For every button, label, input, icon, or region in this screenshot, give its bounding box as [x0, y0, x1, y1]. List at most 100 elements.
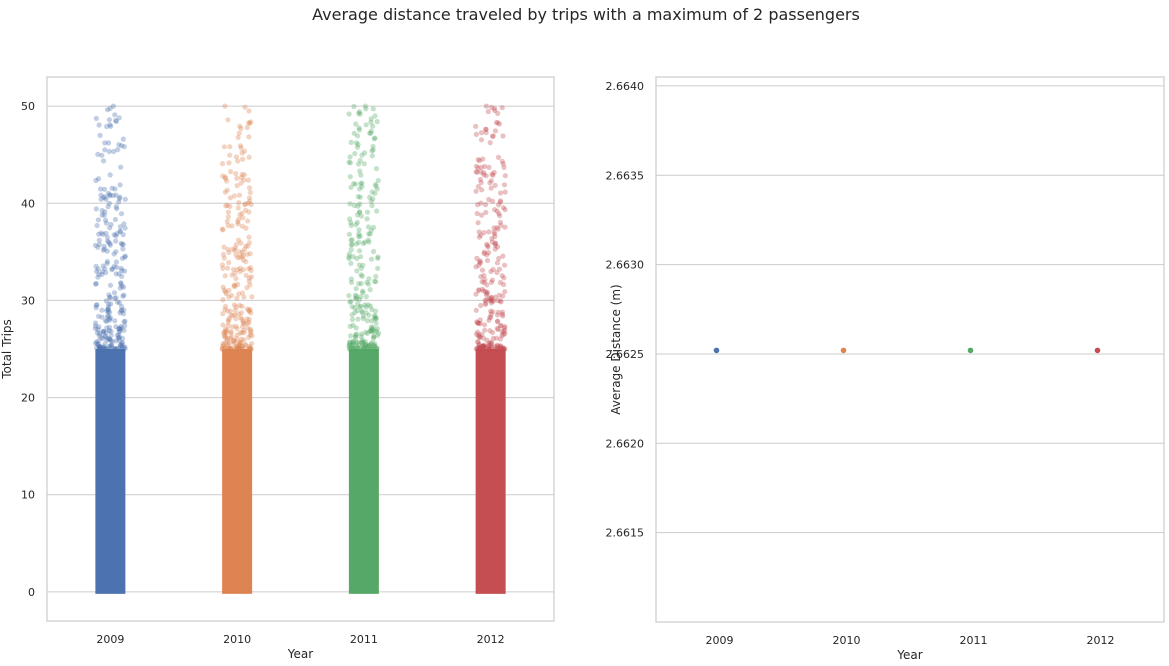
- strip-point: [489, 235, 495, 242]
- strip-point: [480, 156, 486, 162]
- strip-point: [92, 242, 99, 248]
- strip-point: [120, 136, 126, 142]
- strip-point: [484, 346, 490, 352]
- strip-point: [475, 320, 481, 326]
- strip-point: [351, 130, 357, 136]
- strip-point: [490, 330, 496, 336]
- strip-point: [476, 287, 482, 293]
- strip-point: [485, 342, 492, 349]
- strip-point: [354, 144, 361, 150]
- strip-point: [122, 268, 128, 274]
- strip-point: [498, 323, 504, 329]
- strip-point: [226, 160, 232, 166]
- strip-point: [476, 288, 482, 294]
- strip-point: [224, 308, 231, 314]
- strip-point: [356, 127, 362, 133]
- strip-point: [241, 177, 247, 183]
- strip-point: [239, 329, 245, 335]
- strip-point: [240, 320, 246, 326]
- right-chart: 2.6615 2.6620 2.6625 2.6630 2.6635 2.6640 200…: [606, 76, 1165, 662]
- strip-point: [244, 325, 251, 331]
- strip-point: [106, 316, 112, 322]
- strip-point: [238, 125, 244, 132]
- strip-point: [487, 328, 493, 334]
- strip-point: [97, 346, 103, 352]
- strip-point: [225, 335, 231, 341]
- strip-point: [226, 259, 232, 266]
- strip-point: [477, 346, 483, 352]
- strip-point: [106, 336, 113, 342]
- strip-point: [244, 124, 250, 131]
- strip-point: [497, 346, 503, 352]
- strip-point: [367, 303, 374, 309]
- strip-point: [118, 211, 125, 217]
- strip-point: [367, 328, 373, 334]
- strip-point: [368, 346, 374, 352]
- strip-point: [355, 345, 361, 351]
- strip-point: [224, 337, 230, 344]
- strip-point: [347, 160, 353, 166]
- strip-point: [373, 273, 379, 280]
- strip-point: [107, 336, 113, 342]
- strip-point: [348, 220, 354, 226]
- strip-point: [119, 241, 125, 248]
- strip-point: [233, 346, 239, 352]
- strip-point: [500, 253, 506, 259]
- strip-point: [116, 329, 122, 335]
- strip-point: [489, 277, 495, 283]
- strip-point: [117, 229, 123, 235]
- strip-point: [248, 310, 254, 316]
- strip-point: [237, 254, 243, 260]
- strip-point: [358, 272, 364, 278]
- strip-point: [479, 187, 485, 193]
- strip-point: [240, 267, 246, 273]
- strip-point: [479, 286, 485, 292]
- strip-point: [356, 281, 362, 287]
- strip-point: [492, 343, 498, 349]
- strip-point: [241, 246, 248, 253]
- strip-point: [348, 298, 354, 304]
- strip-point: [478, 232, 484, 238]
- strip-point: [94, 339, 100, 345]
- strip-point: [475, 157, 481, 163]
- strip-point: [486, 340, 492, 346]
- strip-point: [352, 334, 359, 340]
- strip-point: [248, 274, 255, 280]
- strip-point: [95, 217, 101, 223]
- strip-point: [488, 178, 494, 184]
- strip-point: [107, 172, 113, 178]
- strip-point: [477, 260, 484, 266]
- strip-point: [232, 283, 238, 289]
- strip-point: [496, 121, 502, 127]
- left-y-tick-labels: 0 10 20 30 40 50: [21, 100, 35, 599]
- strip-point: [249, 294, 255, 300]
- strip-point: [97, 132, 103, 138]
- strip-point: [499, 328, 505, 334]
- strip-point: [233, 344, 239, 350]
- strip-point: [369, 327, 375, 333]
- strip-point: [487, 314, 493, 321]
- strip-point: [225, 246, 231, 253]
- strip-point: [495, 120, 501, 126]
- strip-point: [227, 152, 233, 158]
- strip-point: [236, 342, 242, 348]
- strip-point: [483, 292, 489, 298]
- strip-point: [121, 319, 127, 325]
- strip-point: [374, 345, 380, 351]
- strip-point: [372, 316, 378, 322]
- strip-point: [244, 251, 250, 257]
- strip-point: [360, 339, 366, 345]
- strip-point: [107, 294, 113, 301]
- strip-point-max: [483, 103, 489, 109]
- strip-point: [354, 339, 360, 345]
- strip-point: [246, 195, 253, 201]
- strip-point: [492, 246, 498, 252]
- strip-dense-band: [348, 349, 379, 594]
- strip-point: [227, 345, 233, 351]
- strip-point: [107, 192, 113, 198]
- strip-point: [99, 314, 105, 320]
- strip-point: [233, 323, 239, 329]
- strip-point: [374, 208, 380, 214]
- strip-point: [486, 196, 492, 203]
- strip-point: [354, 133, 361, 139]
